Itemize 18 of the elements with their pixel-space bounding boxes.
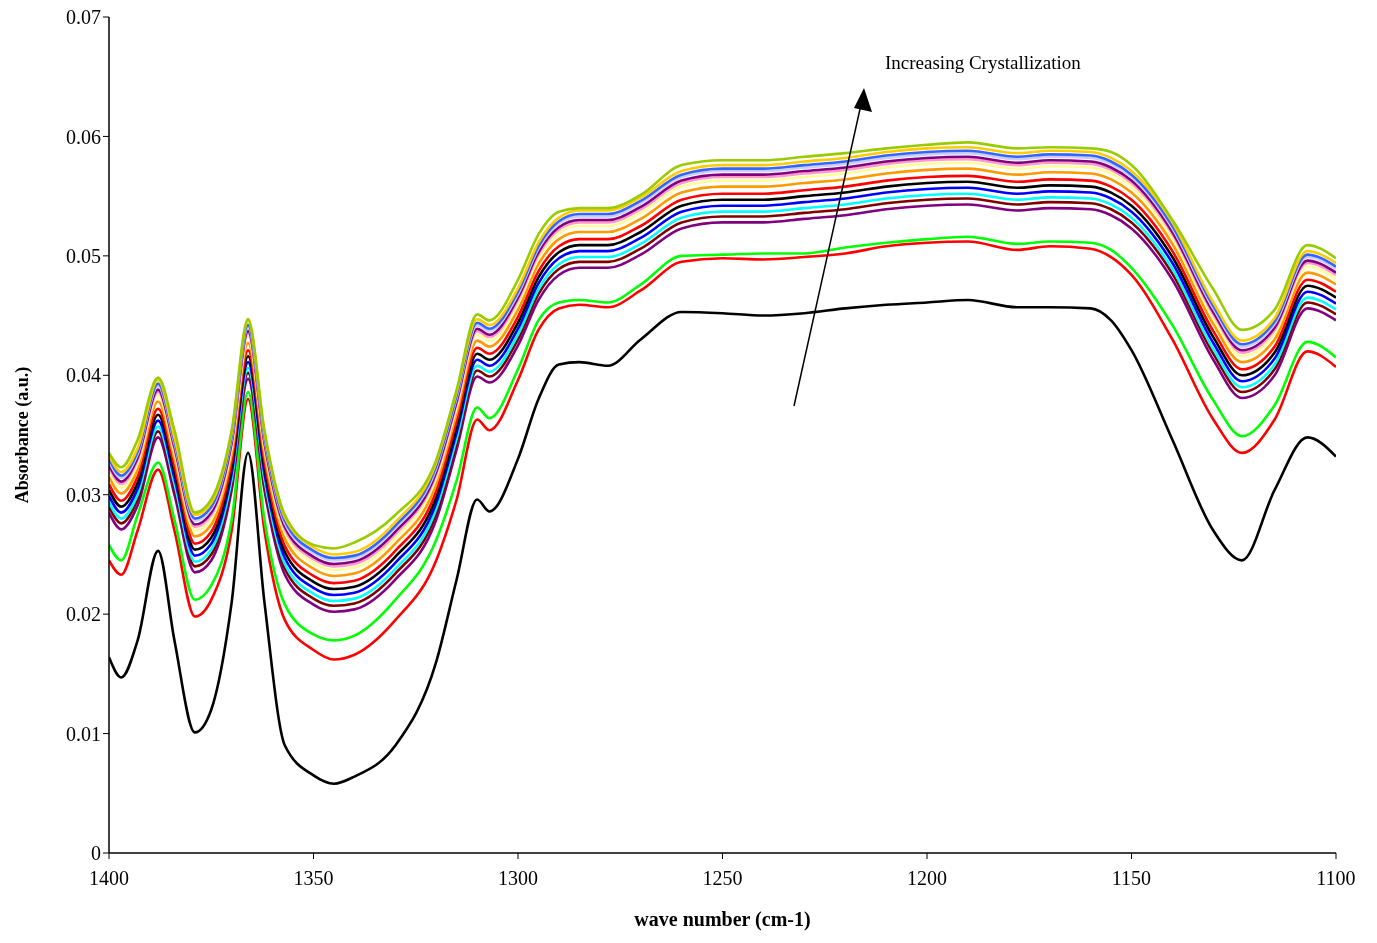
y-tick-label: 0.03 — [66, 483, 101, 506]
x-tick-label: 1150 — [1111, 867, 1152, 890]
x-tick-label: 1400 — [89, 867, 129, 890]
x-tick-label: 1100 — [1316, 867, 1356, 890]
y-tick-label: 0.05 — [66, 244, 101, 267]
y-tick-label: 0 — [91, 842, 101, 865]
y-tick-label: 0.02 — [66, 603, 101, 626]
x-tick-label: 1250 — [702, 867, 743, 890]
y-tick-label: 0.04 — [66, 364, 101, 387]
x-axis-title: wave number (cm-1) — [634, 908, 811, 931]
x-tick-label: 1350 — [293, 867, 334, 890]
y-axis-title: Absorbance (a.u.) — [12, 366, 34, 504]
y-tick-label: 0.07 — [66, 6, 101, 29]
x-tick-label: 1300 — [498, 867, 538, 890]
y-tick-label: 0.01 — [66, 722, 101, 745]
y-tick-label: 0.06 — [66, 125, 101, 148]
x-tick-label: 1200 — [907, 867, 947, 890]
annotation: Increasing Crystallization — [885, 52, 1081, 74]
